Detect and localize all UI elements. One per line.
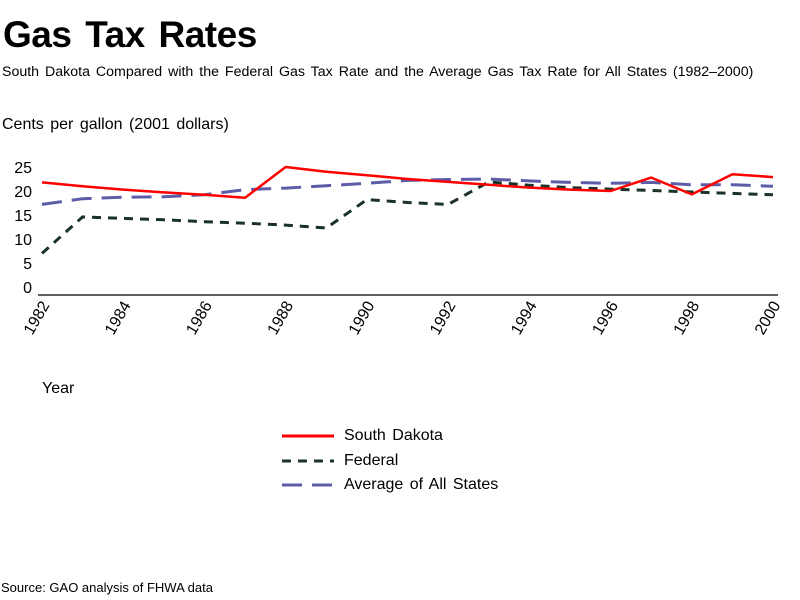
x-tick-label: 1990 <box>346 298 379 337</box>
x-tick-label: 1984 <box>102 298 135 337</box>
x-tick-label: 2000 <box>752 298 785 337</box>
x-tick-label: 1988 <box>265 298 298 337</box>
y-tick-label: 5 <box>23 256 32 273</box>
source-note: Source: GAO analysis of FHWA data <box>1 580 213 595</box>
chart-title: Gas Tax Rates <box>3 14 257 55</box>
y-tick-label: 25 <box>14 160 32 177</box>
legend-item-average-of-all-states: Average of All States <box>282 473 498 498</box>
x-tick-label: 1996 <box>590 298 623 337</box>
y-tick-label: 10 <box>14 232 32 249</box>
x-axis-ticks: 1982 1984 1986 1988 1990 1992 1994 1996 1998 2000 <box>21 298 785 337</box>
legend-label: Average of All States <box>344 476 499 494</box>
x-tick-label: 1982 <box>21 298 54 337</box>
y-axis-ticks: 0 5 10 15 20 25 <box>14 160 32 297</box>
x-axis-label: Year <box>42 380 75 397</box>
legend-swatch-average <box>282 483 334 487</box>
series-line-federal <box>40 180 774 255</box>
series-line-south-dakota <box>41 165 774 199</box>
series-lines <box>40 165 774 255</box>
series-line-average-of-all-states <box>41 177 774 206</box>
x-tick-label: 1998 <box>671 298 704 337</box>
legend-swatch-south-dakota <box>282 434 334 438</box>
x-tick-label: 1994 <box>508 298 541 337</box>
legend-item-federal: Federal <box>282 449 498 474</box>
legend-label: Federal <box>344 451 399 469</box>
x-tick-label: 1986 <box>183 298 216 337</box>
y-tick-label: 15 <box>14 208 32 225</box>
legend-label: South Dakota <box>344 427 443 445</box>
legend-swatch-federal <box>282 459 334 463</box>
y-tick-label: 20 <box>14 184 32 201</box>
chart-subtitle: South Dakota Compared with the Federal G… <box>2 64 754 80</box>
y-tick-label: 0 <box>23 280 32 297</box>
x-tick-label: 1992 <box>427 298 460 337</box>
legend: South Dakota Federal Average of All Stat… <box>282 424 498 498</box>
y-axis-label: Cents per gallon (2001 dollars) <box>2 116 229 133</box>
legend-item-south-dakota: South Dakota <box>282 424 498 449</box>
